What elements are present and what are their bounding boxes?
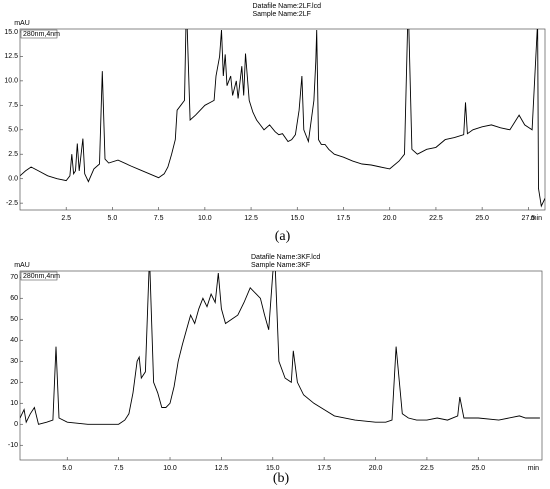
x-tick-label: 20.0 — [369, 465, 383, 472]
x-tick-label: 20.0 — [383, 215, 397, 222]
y-axis-label: mAU — [14, 20, 30, 27]
y-tick-label: 60 — [10, 295, 18, 302]
x-tick-label: 22.5 — [429, 215, 443, 222]
x-tick-label: 12.5 — [244, 215, 258, 222]
x-tick-label: 7.5 — [154, 215, 164, 222]
y-tick-label: 20 — [10, 379, 18, 386]
x-tick-label: 25.0 — [471, 465, 485, 472]
x-tick-label: 15.0 — [290, 215, 304, 222]
y-tick-label: 12.5 — [4, 53, 18, 60]
y-tick-label: 40 — [10, 337, 18, 344]
y-tick-label: 0 — [14, 421, 18, 428]
annotation: 280nm,4nm — [23, 273, 60, 280]
y-tick-label: -2.5 — [6, 200, 18, 207]
x-tick-label: 15.0 — [266, 465, 280, 472]
annotation-box — [20, 29, 58, 39]
x-tick-label: 10.0 — [163, 465, 177, 472]
x-tick-label: 5.0 — [62, 465, 72, 472]
y-tick-label: 0.0 — [8, 176, 18, 183]
y-axis-label: mAU — [14, 262, 30, 269]
trace — [20, 29, 545, 208]
x-axis-label: min — [531, 215, 542, 222]
trace — [20, 271, 540, 425]
x-tick-label: 12.5 — [215, 465, 229, 472]
plot-area — [20, 29, 545, 208]
x-tick-label: 25.0 — [475, 215, 489, 222]
chart-title: Datafile Name:2LF.lcd — [253, 3, 322, 10]
y-tick-label: 7.5 — [8, 102, 18, 109]
plot-frame — [19, 28, 546, 211]
chart-subtitle: Sample Name:3KF — [251, 262, 310, 269]
y-tick-label: 10.0 — [4, 78, 18, 85]
y-tick-label: 50 — [10, 316, 18, 323]
y-tick-label: 10 — [10, 400, 18, 407]
plot-frame — [19, 270, 543, 461]
x-tick-label: 5.0 — [108, 215, 118, 222]
annotation-box — [20, 271, 58, 281]
chart-subtitle: Sample Name:2LF — [253, 11, 311, 18]
y-tick-label: 30 — [10, 358, 18, 365]
x-tick-label: 17.5 — [317, 465, 331, 472]
x-tick-label: 27.5 — [522, 215, 536, 222]
y-tick-label: 70 — [10, 274, 18, 281]
x-tick-label: 17.5 — [337, 215, 351, 222]
x-tick-label: 2.5 — [61, 215, 71, 222]
x-axis-label: min — [528, 465, 539, 472]
caption: (a) — [275, 229, 291, 244]
plot-area — [20, 271, 540, 425]
annotation: 280nm,4nm — [23, 31, 60, 38]
y-tick-label: 15.0 — [4, 29, 18, 36]
y-tick-label: 5.0 — [8, 127, 18, 134]
x-tick-label: 10.0 — [198, 215, 212, 222]
y-tick-label: -10 — [8, 442, 18, 449]
x-tick-label: 22.5 — [420, 465, 434, 472]
chart-title: Datafile Name:3KF.lcd — [251, 254, 320, 261]
y-tick-label: 2.5 — [8, 151, 18, 158]
x-tick-label: 7.5 — [114, 465, 124, 472]
caption: (b) — [273, 471, 290, 486]
